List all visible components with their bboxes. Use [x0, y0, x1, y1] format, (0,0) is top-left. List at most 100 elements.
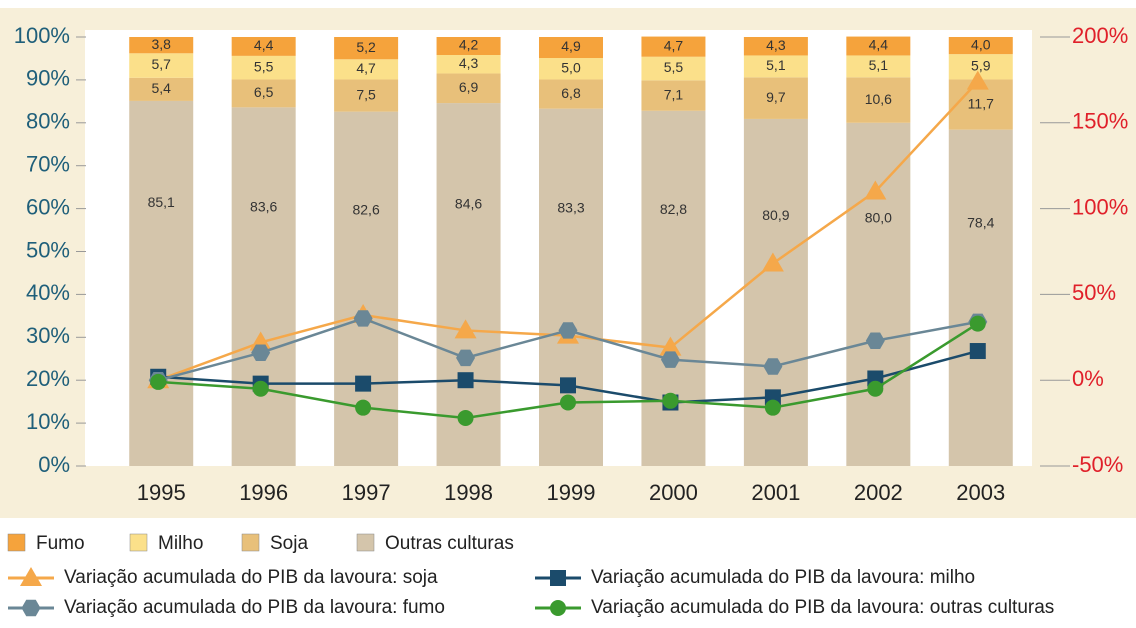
line-marker [550, 570, 566, 586]
bar-value-label: 78,4 [967, 215, 994, 231]
bar-value-label: 85,1 [148, 194, 175, 210]
line-marker [249, 331, 272, 351]
bar-value-label: 4,2 [459, 37, 479, 53]
legend-marker [20, 567, 42, 586]
line-marker [456, 349, 476, 367]
bar-segment [334, 37, 399, 60]
bar-segment [539, 37, 603, 59]
bar-value-label: 3,8 [151, 36, 171, 52]
bar-segment [436, 103, 501, 466]
bar-segment [436, 73, 501, 104]
y-tick-label: 40% [26, 280, 70, 305]
bar-value-label: 6,9 [459, 79, 479, 95]
bar-segment [539, 58, 603, 80]
bar-value-label: 82,8 [660, 201, 687, 217]
line-marker [864, 180, 887, 200]
line-marker [454, 319, 477, 339]
line-marker [251, 344, 271, 361]
bar-value-label: 5,5 [664, 59, 684, 75]
bar-segment [231, 37, 296, 56]
bar-segment [231, 107, 296, 466]
bar-value-label: 4,3 [459, 55, 479, 71]
y2-tick-label: 100% [1072, 194, 1128, 219]
bar-value-label: 5,2 [356, 39, 376, 55]
bar-value-label: 10,6 [865, 91, 892, 107]
bar-segment [743, 37, 808, 56]
legend-marker [550, 600, 566, 616]
line-marker [550, 600, 566, 616]
bar-value-label: 84,6 [455, 195, 482, 211]
bar-segment [231, 55, 296, 80]
bar-value-label: 5,0 [561, 59, 581, 75]
bar-segment [641, 80, 706, 111]
bar-value-label: 4,4 [254, 37, 274, 53]
line-marker [662, 392, 679, 409]
bar-value-label: 4,7 [664, 37, 684, 53]
bar-value-label: 82,6 [352, 202, 379, 218]
line-marker [353, 310, 373, 327]
line-marker [966, 70, 989, 90]
bar-value-label: 80,0 [865, 210, 892, 226]
bar-value-label: 6,5 [254, 84, 274, 100]
x-tick-label: 2001 [751, 480, 800, 505]
bar-segment [846, 36, 911, 56]
bar-value-label: 4,9 [561, 38, 581, 54]
legend-label: Outras culturas [385, 533, 514, 554]
x-tick-label: 1999 [547, 480, 596, 505]
bar-segment [539, 108, 603, 466]
line-marker [969, 315, 986, 332]
bar-value-label: 6,8 [561, 85, 581, 101]
bar-segment [743, 77, 808, 119]
bar-value-label: 5,1 [766, 57, 786, 73]
bar-segment [129, 37, 194, 54]
bar-segment [334, 59, 399, 80]
x-tick-label: 2003 [956, 480, 1005, 505]
y-tick-label: 50% [26, 237, 70, 262]
line-marker [355, 375, 372, 392]
bar-value-label: 5,5 [254, 58, 274, 74]
line-marker [252, 380, 269, 397]
legend-label: Soja [270, 533, 308, 554]
bar-segment [539, 79, 603, 109]
legend-swatch [241, 533, 260, 552]
y-tick-label: 90% [26, 66, 70, 91]
y-tick-label: 20% [26, 366, 70, 391]
y-tick-label: 30% [26, 323, 70, 348]
line-marker [20, 567, 42, 586]
line-marker [763, 358, 783, 375]
bar-value-label: 5,9 [971, 58, 991, 74]
line-marker [560, 394, 576, 411]
line-marker [457, 409, 474, 426]
legend-swatch [356, 533, 375, 552]
bar-segment [948, 54, 1013, 80]
x-tick-label: 1996 [239, 480, 288, 505]
legend-label: Variação acumulada do PIB da lavoura: mi… [591, 567, 975, 588]
x-tick-label: 2002 [854, 480, 903, 505]
legend-swatch [129, 533, 148, 552]
line-marker [660, 351, 680, 368]
bar-value-label: 5,1 [869, 57, 889, 73]
line-marker [560, 377, 576, 394]
bar-segment [641, 56, 706, 81]
legend-label: Milho [158, 533, 203, 554]
y2-tick-label: 0% [1072, 366, 1104, 391]
bar-value-label: 5,4 [151, 80, 171, 96]
legend-marker [550, 570, 566, 586]
bar-value-label: 4,7 [356, 60, 376, 76]
bar-segment [641, 36, 706, 57]
legend-label: Variação acumulada do PIB da lavoura: fu… [64, 597, 445, 618]
line-marker [558, 322, 578, 339]
bar-segment [129, 53, 194, 78]
x-tick-label: 1998 [444, 480, 493, 505]
bar-value-label: 5,7 [151, 56, 171, 72]
bar-segment [948, 129, 1013, 466]
bar-value-label: 4,3 [766, 37, 786, 53]
bar-value-label: 7,1 [664, 86, 684, 102]
legend-label: Fumo [36, 533, 85, 554]
legend-label: Variação acumulada do PIB da lavoura: so… [64, 567, 438, 588]
line-marker [457, 372, 474, 389]
bar-value-label: 7,5 [356, 86, 376, 102]
line-marker [659, 336, 682, 356]
line-marker [865, 332, 885, 349]
line-marker [150, 373, 167, 390]
